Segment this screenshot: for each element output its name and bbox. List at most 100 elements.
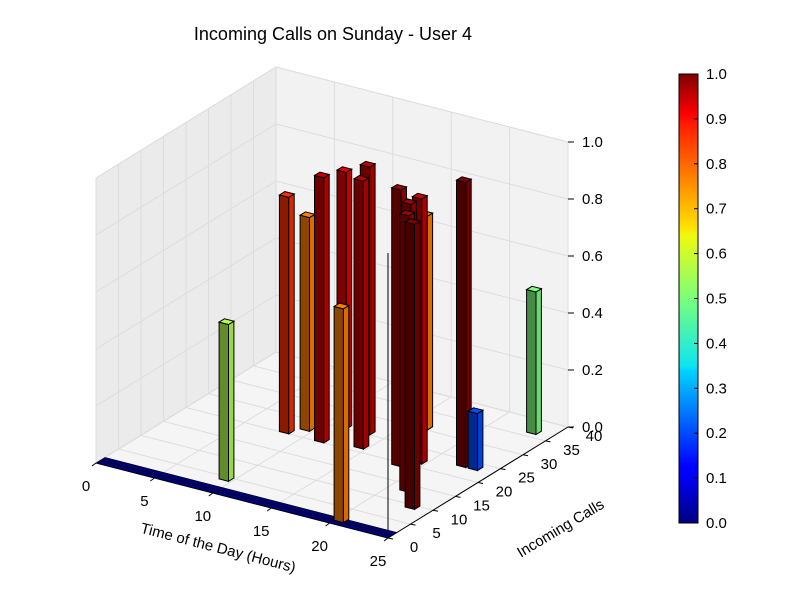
chart-title: Incoming Calls on Sunday - User 4 (194, 24, 472, 44)
bar-top (403, 218, 422, 225)
y-tick-label: 40 (586, 428, 603, 445)
bar-side (228, 320, 235, 483)
y-tick-mark (455, 495, 461, 498)
y-tick-mark (410, 523, 416, 526)
bar-top (411, 192, 429, 200)
bar-front (456, 179, 467, 469)
bar-side (426, 212, 434, 431)
x-axis-label: Time of the Day (Hours) (139, 520, 298, 576)
z-tick-label: 0.6 (582, 248, 603, 265)
bar-top (332, 302, 351, 310)
bar-side (535, 287, 542, 436)
x-tick-mark (91, 462, 97, 467)
x-tick-label: 25 (370, 553, 387, 570)
bar (332, 302, 351, 524)
x-tick-label: 5 (140, 493, 148, 510)
bar-top (455, 176, 473, 184)
x-tick-label: 20 (311, 538, 328, 555)
bar-side (369, 162, 376, 436)
colorbar-tick-label: 0.8 (706, 156, 727, 173)
y-tick-mark (522, 454, 529, 457)
x-tick-mark (266, 507, 272, 512)
bar-top (313, 171, 331, 179)
y-tick-label: 30 (541, 456, 558, 473)
bar-top (217, 318, 236, 326)
colorbar-tick-label: 0.6 (706, 246, 727, 263)
colorbar-tick-label: 0.4 (706, 335, 727, 352)
grid-line-z (95, 123, 569, 236)
colorbar-ticks: 0.0 0.1 0.2 0.3 0.4 0.5 0.6 0.7 0.8 0.9 1.0 (694, 66, 727, 532)
y-tick-label: 25 (518, 470, 535, 487)
x-tick-mark (150, 477, 155, 482)
x-tick-label: 15 (253, 523, 270, 540)
colorbar-tick-label: 0.3 (706, 380, 727, 397)
grid-line-z (95, 66, 569, 179)
bar-side (421, 194, 428, 465)
x-tick-mark (208, 492, 214, 497)
colorbar-tick-label: 1.0 (706, 66, 727, 83)
bar-front (353, 178, 364, 450)
y-tick-label: 20 (496, 484, 513, 501)
bar-side (414, 220, 421, 511)
bar-top (390, 183, 408, 191)
bar-front (404, 221, 415, 511)
bar-top (335, 166, 353, 174)
bar-top (398, 209, 416, 217)
colorbar-tick-label: 0.0 (706, 515, 727, 532)
bar (403, 218, 422, 511)
x-tick-mark (325, 522, 330, 527)
bar-side (323, 173, 330, 444)
bar-side (288, 193, 295, 435)
floor-strip (99, 457, 398, 536)
bar-front (299, 214, 310, 432)
bar (278, 191, 296, 435)
bar (352, 174, 371, 450)
y-tick-label: 0 (410, 539, 418, 556)
floor-strips (95, 457, 398, 539)
bar-front (333, 305, 344, 524)
colorbar-tick-label: 0.1 (706, 470, 727, 487)
colorbar-tick-label: 0.5 (706, 291, 727, 308)
colorbar-tick-label: 0.7 (706, 201, 727, 218)
bars-group (217, 160, 543, 524)
x-tick-label: 10 (194, 508, 211, 525)
colorbar-tick-label: 0.2 (706, 425, 727, 442)
bar-front (218, 321, 229, 482)
colorbar-tick-label: 0.9 (706, 111, 727, 128)
x-tick-mark (383, 537, 389, 542)
bar-front (467, 410, 478, 472)
y-tick-label: 10 (451, 511, 468, 528)
y-tick-label: 15 (473, 497, 490, 514)
x-tick-label: 0 (82, 478, 90, 495)
bar (217, 318, 236, 483)
y-tick-label: 5 (432, 525, 440, 542)
bar-front (314, 174, 325, 444)
colorbar: 0.0 0.1 0.2 0.3 0.4 0.5 0.6 0.7 0.8 0.9 1.0 (678, 66, 727, 532)
z-tick-label: 0.0 (582, 419, 603, 436)
bar (525, 285, 543, 436)
bar-side (342, 304, 350, 524)
bar (455, 176, 473, 469)
bar-top (278, 191, 296, 198)
bar-top (352, 174, 371, 182)
bar-front (278, 194, 290, 435)
z-tick-label: 0.4 (582, 305, 603, 322)
bar (466, 407, 485, 472)
bar-side (362, 177, 370, 450)
bar (313, 171, 331, 444)
y-tick-mark (432, 509, 439, 512)
y-tick-label: 35 (563, 442, 580, 459)
tick-labels: 051015202505101520253035400.00.20.40.60.… (82, 134, 603, 570)
z-tick-label: 0.2 (582, 362, 603, 379)
bar-side (477, 409, 484, 472)
y-tick-mark (387, 537, 394, 540)
bar-top (400, 198, 418, 206)
y-tick-mark (500, 468, 506, 471)
bar-top (359, 160, 377, 168)
z-tick-label: 1.0 (582, 134, 603, 151)
bar-top (525, 285, 543, 293)
y-tick-mark (545, 440, 551, 443)
y-tick-mark (477, 482, 484, 484)
y-axis-label: Incoming Calls (514, 496, 607, 561)
